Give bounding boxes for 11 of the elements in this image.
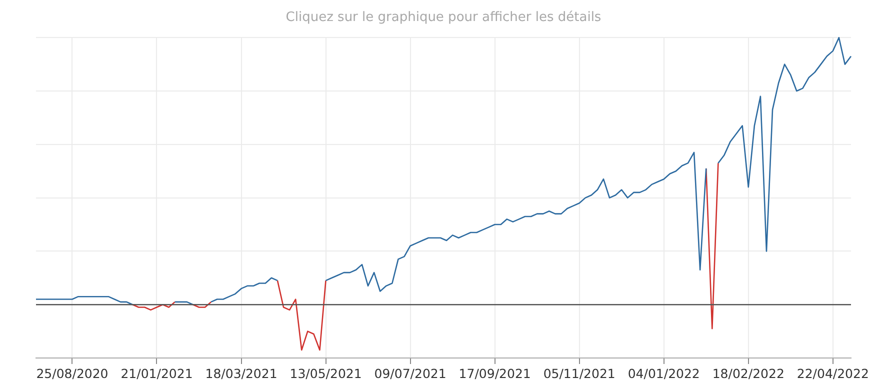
x-tick-label: 25/08/2020 bbox=[36, 366, 108, 381]
x-tick-label: 18/02/2022 bbox=[712, 366, 784, 381]
x-tick-label: 22/04/2022 bbox=[796, 366, 869, 381]
x-tick-label: 04/01/2022 bbox=[628, 366, 700, 381]
x-tick-label: 21/01/2021 bbox=[120, 366, 193, 381]
chart-title: Cliquez sur le graphique pour afficher les détails bbox=[286, 10, 602, 26]
x-tick-label: 18/03/2021 bbox=[205, 366, 278, 381]
x-tick-label: 09/07/2021 bbox=[374, 366, 446, 381]
x-tick-label: 05/11/2021 bbox=[543, 366, 616, 381]
x-tick-label: 17/09/2021 bbox=[458, 366, 531, 381]
x-tick-label: 13/05/2021 bbox=[290, 366, 362, 381]
